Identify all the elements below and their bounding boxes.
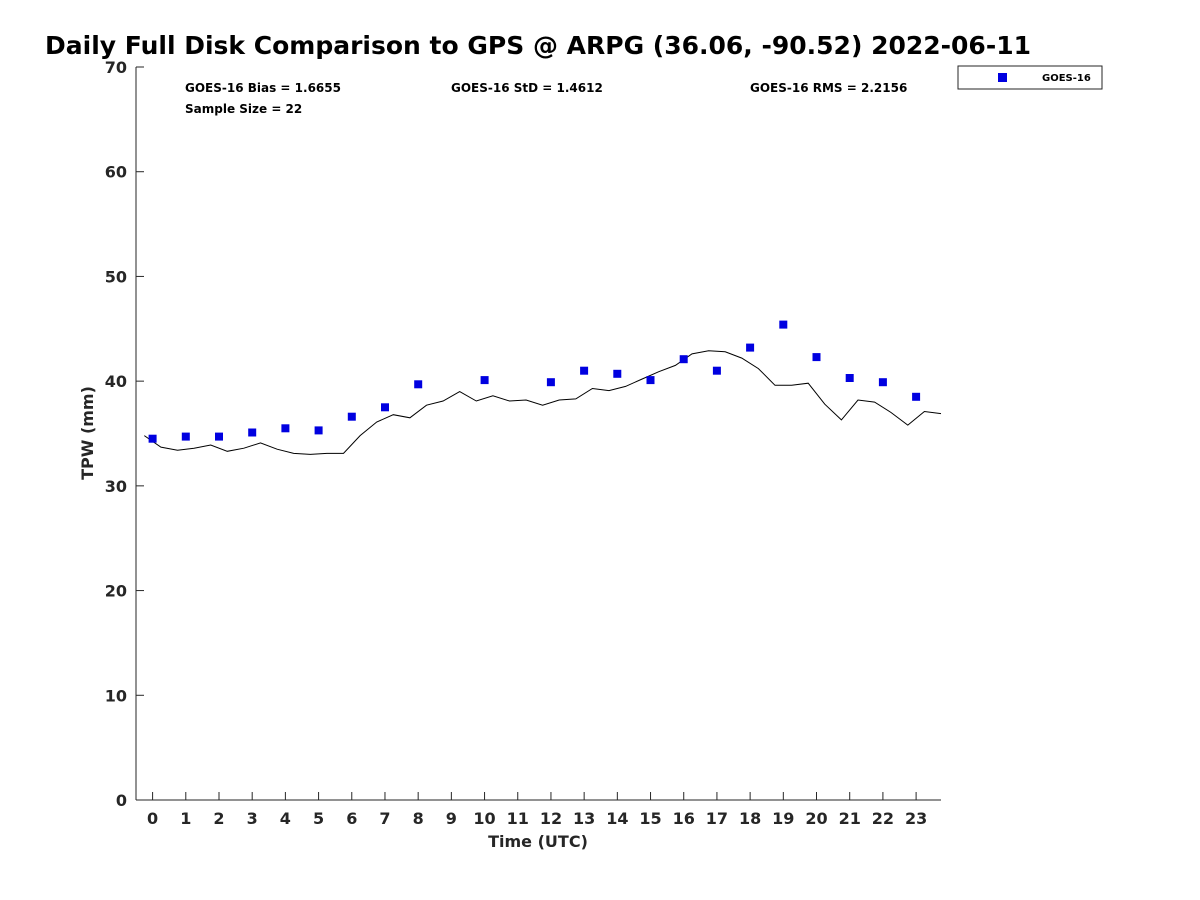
goes16-data-point (845, 374, 854, 382)
goes16-data-point (912, 392, 921, 401)
x-tick-label: 8 (413, 809, 424, 828)
x-tick-label: 17 (706, 809, 728, 828)
x-tick-label: 7 (379, 809, 390, 828)
legend-label-goes16: GOES-16 (1042, 73, 1091, 84)
x-tick-label: 15 (639, 809, 661, 828)
goes16-data-point (347, 412, 356, 421)
goes16-data-point (314, 426, 323, 435)
bias-stat: GOES-16 Bias = 1.6655 (185, 81, 341, 95)
x-axis-label: Time (UTC) (488, 832, 588, 851)
std-stat: GOES-16 StD = 1.4612 (451, 81, 603, 95)
y-tick-label: 10 (105, 686, 127, 705)
goes16-data-point (779, 320, 788, 329)
x-tick-label: 11 (507, 809, 529, 828)
y-tick-label: 0 (116, 791, 127, 810)
y-tick-label: 70 (105, 58, 127, 77)
goes16-data-point (148, 434, 157, 443)
x-tick-label: 14 (606, 809, 628, 828)
x-tick-label: 20 (805, 809, 827, 828)
x-tick-label: 0 (147, 809, 158, 828)
y-axis-label: TPW (mm) (78, 386, 97, 480)
x-tick-label: 21 (839, 809, 861, 828)
stats-box: GOES-16 Bias = 1.6655 GOES-16 StD = 1.46… (185, 81, 907, 116)
y-axis-ticks: 0 10 20 30 40 50 60 70 (105, 58, 144, 810)
goes16-marker-series (148, 320, 921, 443)
goes16-data-point (480, 376, 489, 385)
goes16-data-point (580, 366, 589, 375)
x-tick-label: 12 (540, 809, 562, 828)
goes16-data-point (215, 432, 223, 441)
x-tick-label: 1 (180, 809, 191, 828)
goes16-data-point (812, 353, 821, 362)
sample-size-stat: Sample Size = 22 (185, 102, 302, 116)
legend: GOES-16 (957, 65, 1103, 90)
goes16-data-point (414, 380, 423, 389)
x-tick-label: 18 (739, 809, 761, 828)
x-tick-label: 5 (313, 809, 324, 828)
x-tick-label: 6 (346, 809, 357, 828)
goes16-data-point (248, 428, 257, 437)
goes16-data-point (546, 378, 555, 387)
legend-marker-goes16 (998, 73, 1007, 82)
y-tick-label: 20 (105, 582, 127, 601)
x-tick-label: 9 (446, 809, 457, 828)
y-tick-label: 30 (105, 477, 127, 496)
legend-box (957, 65, 1103, 90)
goes16-data-point (878, 378, 887, 387)
goes16-data-point (613, 369, 622, 378)
gps-line-series (144, 350, 942, 455)
goes16-data-point (181, 432, 190, 441)
x-tick-label: 22 (872, 809, 894, 828)
rms-stat: GOES-16 RMS = 2.2156 (750, 81, 907, 95)
y-tick-label: 60 (105, 163, 127, 182)
axes (135, 67, 941, 801)
goes16-data-point (679, 355, 688, 364)
x-axis-ticks: 0 1 2 3 4 5 6 7 8 9 10 11 12 13 14 15 16 17 18 19 20 21 22 23 (147, 792, 927, 828)
chart-title: Daily Full Disk Comparison to GPS @ ARPG… (45, 31, 1031, 60)
x-tick-label: 4 (280, 809, 291, 828)
x-tick-label: 19 (772, 809, 794, 828)
x-tick-label: 16 (673, 809, 695, 828)
y-tick-label: 50 (105, 267, 127, 286)
goes16-data-point (381, 403, 389, 412)
gps-series-line (144, 350, 942, 455)
y-tick-label: 40 (105, 372, 127, 391)
goes16-data-point (712, 366, 721, 375)
x-tick-label: 13 (573, 809, 595, 828)
goes16-data-point (281, 424, 290, 433)
x-tick-label: 3 (247, 809, 258, 828)
x-tick-label: 23 (905, 809, 927, 828)
goes16-data-point (746, 343, 755, 352)
x-tick-label: 10 (473, 809, 495, 828)
x-tick-label: 2 (213, 809, 224, 828)
goes16-data-point (646, 376, 655, 385)
